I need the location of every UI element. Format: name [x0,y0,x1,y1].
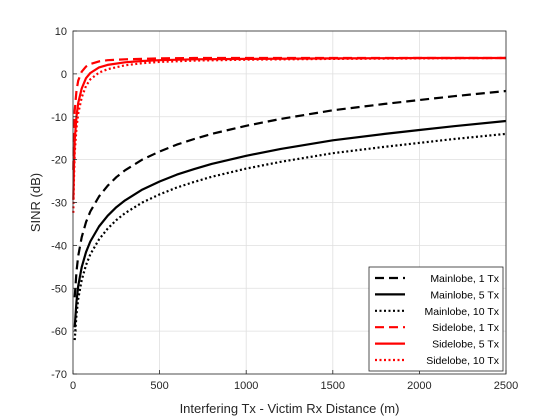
x-tick-label: 0 [70,380,76,392]
y-tick-label: 10 [55,26,67,38]
y-tick-label: -40 [51,240,67,252]
y-tick-label: -10 [51,112,67,124]
series-line-2 [73,119,507,328]
series-line-5 [72,56,506,200]
legend-entry-6: Sidelobe, 10 Tx [426,355,500,367]
y-axis-label: SINR (dB) [28,173,43,232]
legend-box [368,266,504,372]
legend-entry-3: Mainlobe, 10 Tx [424,306,499,318]
legend-entry-2: Mainlobe, 5 Tx [430,289,499,301]
axis-ticks: 0 500 1000 1500 2000 2500 -70 -60 -50 -40 -30 -20 -1… [51,26,518,392]
legend-entry-1: Mainlobe, 1 Tx [430,273,499,285]
y-tick-label: -20 [51,155,67,167]
legend: Mainlobe, 1 Tx Mainlobe, 5 Tx Mainlobe, 10… [368,266,504,372]
x-tick-label: 2500 [494,380,518,392]
y-tick-label: 0 [61,69,67,81]
x-axis-label: Interfering Tx - Victim Rx Distance (m) [180,401,400,416]
series-line-3 [73,132,507,341]
y-tick-label: -60 [51,326,67,338]
series-layer [72,56,507,341]
y-tick-label: -50 [51,283,67,295]
legend-entry-4: Sidelobe, 1 Tx [432,322,500,334]
y-tick-label: -70 [51,369,67,381]
x-tick-label: 1000 [234,380,258,392]
y-tick-label: -30 [51,198,67,210]
x-tick-label: 2000 [407,380,431,392]
x-tick-label: 500 [150,380,168,392]
legend-entry-5: Sidelobe, 5 Tx [432,339,500,351]
x-tick-label: 1500 [321,380,345,392]
series-line-1 [73,89,507,298]
